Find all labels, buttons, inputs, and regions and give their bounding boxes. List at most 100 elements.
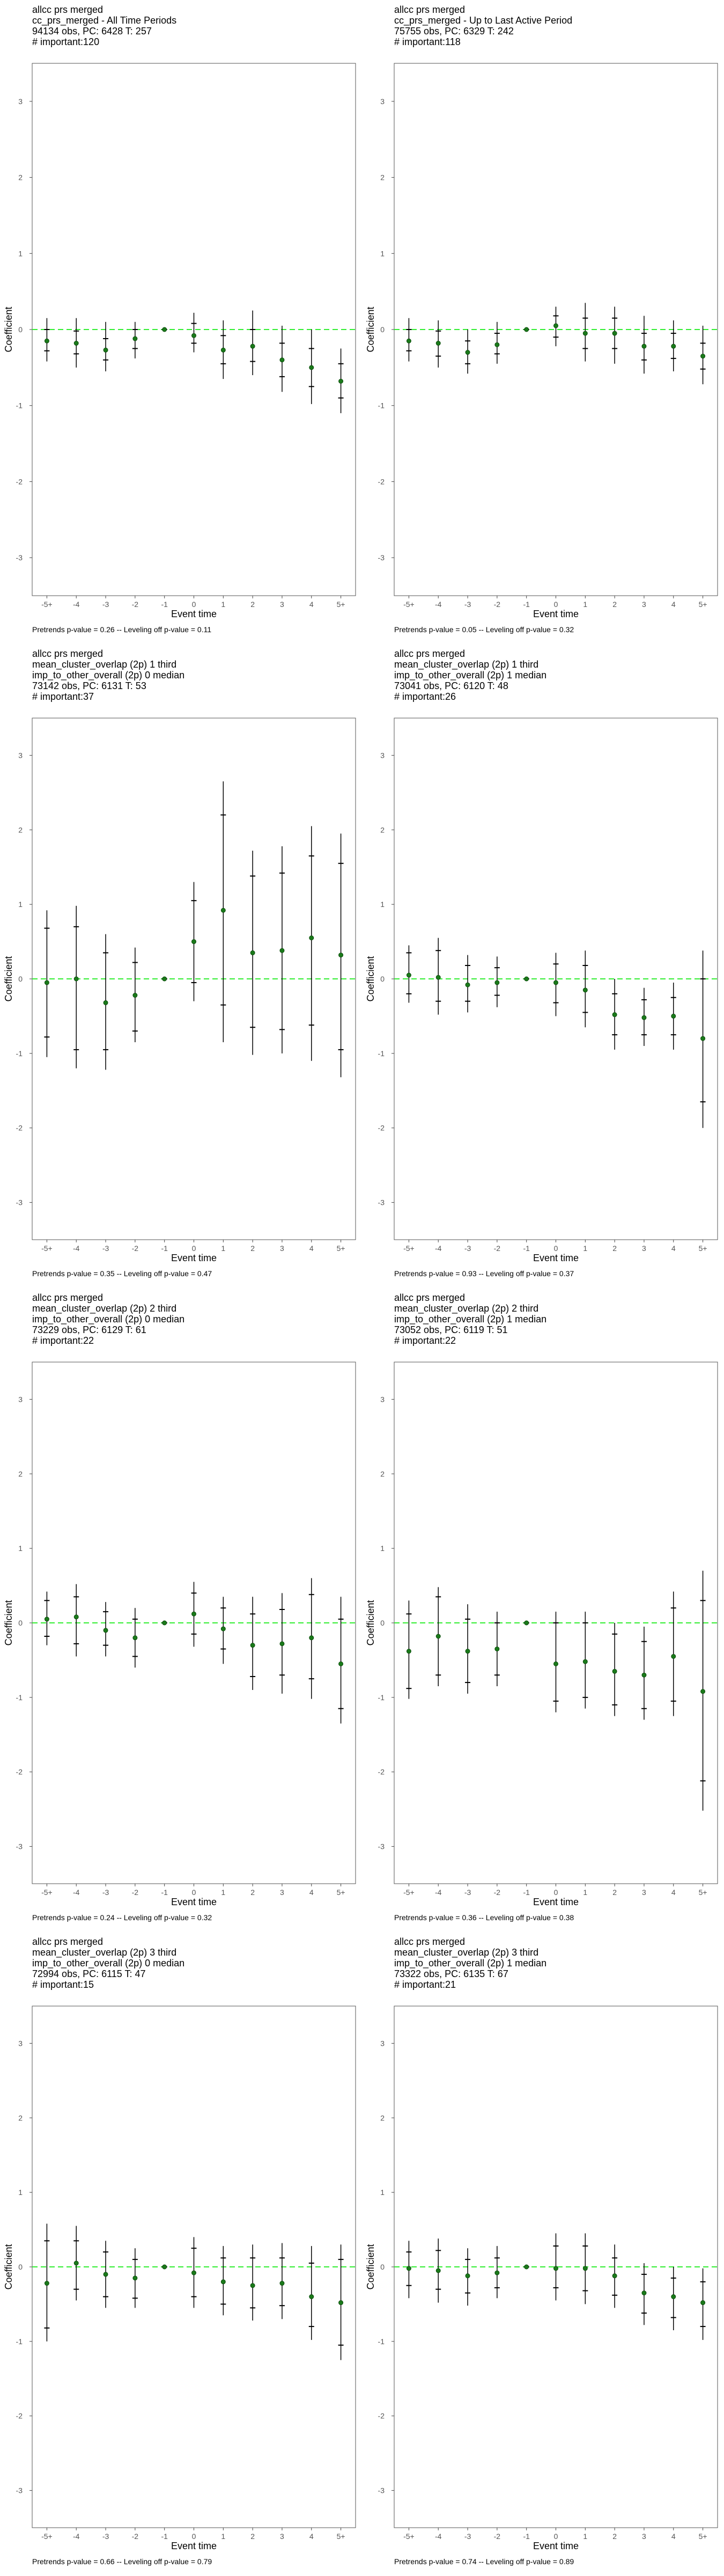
x-tick-label: 3 (642, 1888, 646, 1897)
chart-title-line: imp_to_other_overall (2p) 0 median (32, 1314, 184, 1325)
y-tick-label: -3 (16, 553, 23, 562)
pvalue-caption: Pretrends p-value = 0.35 -- Leveling off… (32, 1269, 212, 1278)
estimate-point (612, 1668, 617, 1674)
y-tick-label: -2 (378, 1124, 385, 1132)
x-tick-label: 5+ (699, 1244, 707, 1253)
x-tick-label: -4 (435, 1244, 442, 1253)
chart-title-line: # important:37 (32, 691, 94, 702)
x-tick-label: -2 (494, 2532, 501, 2541)
x-tick-label: -3 (102, 1244, 109, 1253)
chart-title-line: mean_cluster_overlap (2p) 3 third (394, 1947, 538, 1958)
x-tick-label: 2 (250, 2532, 255, 2541)
estimate-point (309, 935, 314, 941)
x-tick-label: 4 (671, 1244, 676, 1253)
y-axis-label: Coefficient (365, 1600, 376, 1646)
chart-title-line: mean_cluster_overlap (2p) 2 third (394, 1303, 538, 1314)
estimate-point (612, 1012, 617, 1018)
estimate-point (103, 1628, 108, 1633)
x-tick-label: 0 (192, 1888, 196, 1897)
x-tick-label: 2 (612, 600, 617, 609)
chart-title-line: # important:118 (394, 36, 461, 47)
y-tick-label: -1 (16, 1693, 23, 1702)
estimate-point (671, 1653, 676, 1659)
x-tick-label: 5+ (337, 2532, 345, 2541)
estimate-point (641, 1672, 647, 1678)
y-tick-label: -3 (378, 553, 385, 562)
x-tick-label: -1 (161, 1888, 168, 1897)
x-tick-label: 0 (554, 1888, 558, 1897)
estimate-point (465, 350, 470, 355)
x-axis-label: Event time (171, 1897, 217, 1907)
estimate-point (162, 2264, 167, 2270)
y-axis-label: Coefficient (365, 307, 376, 353)
estimate-point (220, 347, 226, 353)
estimate-point (250, 950, 255, 955)
estimate-point (279, 1641, 285, 1646)
x-tick-label: 1 (583, 600, 587, 609)
x-tick-label: 1 (221, 1888, 225, 1897)
x-tick-label: -5+ (41, 1888, 53, 1897)
x-tick-label: -2 (494, 600, 501, 609)
estimate-point (465, 982, 470, 987)
chart-title-line: 75755 obs, PC: 6329 T: 242 (394, 26, 514, 36)
x-tick-label: -5+ (403, 1244, 415, 1253)
x-axis-label: Event time (171, 2541, 217, 2551)
estimate-point (279, 2281, 285, 2286)
chart-title-line: # important:120 (32, 36, 99, 47)
x-tick-label: -3 (464, 1244, 471, 1253)
x-tick-label: -1 (523, 1888, 530, 1897)
estimate-point (494, 1646, 500, 1652)
y-axis-label: Coefficient (3, 1600, 14, 1646)
x-tick-label: -4 (73, 1244, 80, 1253)
x-tick-label: 0 (192, 600, 196, 609)
y-tick-label: 3 (380, 751, 385, 759)
estimate-point (250, 343, 255, 349)
y-tick-label: 3 (18, 2039, 23, 2047)
estimate-point (553, 2266, 558, 2271)
x-tick-label: 0 (554, 2532, 558, 2541)
estimate-point (435, 1634, 441, 1639)
x-tick-label: 1 (583, 2532, 587, 2541)
y-tick-label: 0 (380, 1619, 385, 1627)
y-tick-label: 0 (18, 2263, 23, 2271)
pvalue-caption: Pretrends p-value = 0.36 -- Leveling off… (394, 1913, 574, 1922)
estimate-point (162, 1620, 167, 1626)
y-tick-label: 2 (380, 173, 385, 182)
estimate-point (73, 976, 79, 982)
y-tick-label: -2 (378, 1768, 385, 1776)
estimate-point (494, 980, 500, 985)
estimate-point (338, 1661, 344, 1666)
estimate-point (44, 2281, 49, 2286)
x-tick-label: 1 (221, 1244, 225, 1253)
estimate-point (44, 338, 49, 343)
chart-title-line: allcc prs merged (32, 648, 103, 659)
estimate-point (191, 333, 196, 338)
chart-title-line: allcc prs merged (394, 4, 465, 15)
x-tick-label: -5+ (403, 1888, 415, 1897)
estimate-point (641, 343, 647, 349)
y-tick-label: -3 (16, 1198, 23, 1207)
estimate-point (103, 1000, 108, 1005)
estimate-point (641, 2290, 647, 2296)
estimate-point (582, 331, 588, 336)
chart-title-line: 73229 obs, PC: 6129 T: 61 (32, 1324, 146, 1335)
x-tick-label: -3 (464, 2532, 471, 2541)
chart-title-line: 73052 obs, PC: 6119 T: 51 (394, 1324, 508, 1335)
y-tick-label: 0 (18, 975, 23, 983)
chart-title-line: 73041 obs, PC: 6120 T: 48 (394, 680, 508, 691)
estimate-point (191, 2270, 196, 2275)
estimate-point (435, 975, 441, 980)
chart-title-line: mean_cluster_overlap (2p) 3 third (32, 1947, 176, 1958)
x-tick-label: -1 (161, 2532, 168, 2541)
estimate-point (406, 1649, 411, 1654)
estimate-point (132, 1635, 138, 1641)
x-tick-label: 3 (642, 2532, 646, 2541)
x-tick-label: 3 (280, 2532, 284, 2541)
pvalue-caption: Pretrends p-value = 0.26 -- Leveling off… (32, 625, 211, 634)
x-tick-label: -3 (464, 600, 471, 609)
